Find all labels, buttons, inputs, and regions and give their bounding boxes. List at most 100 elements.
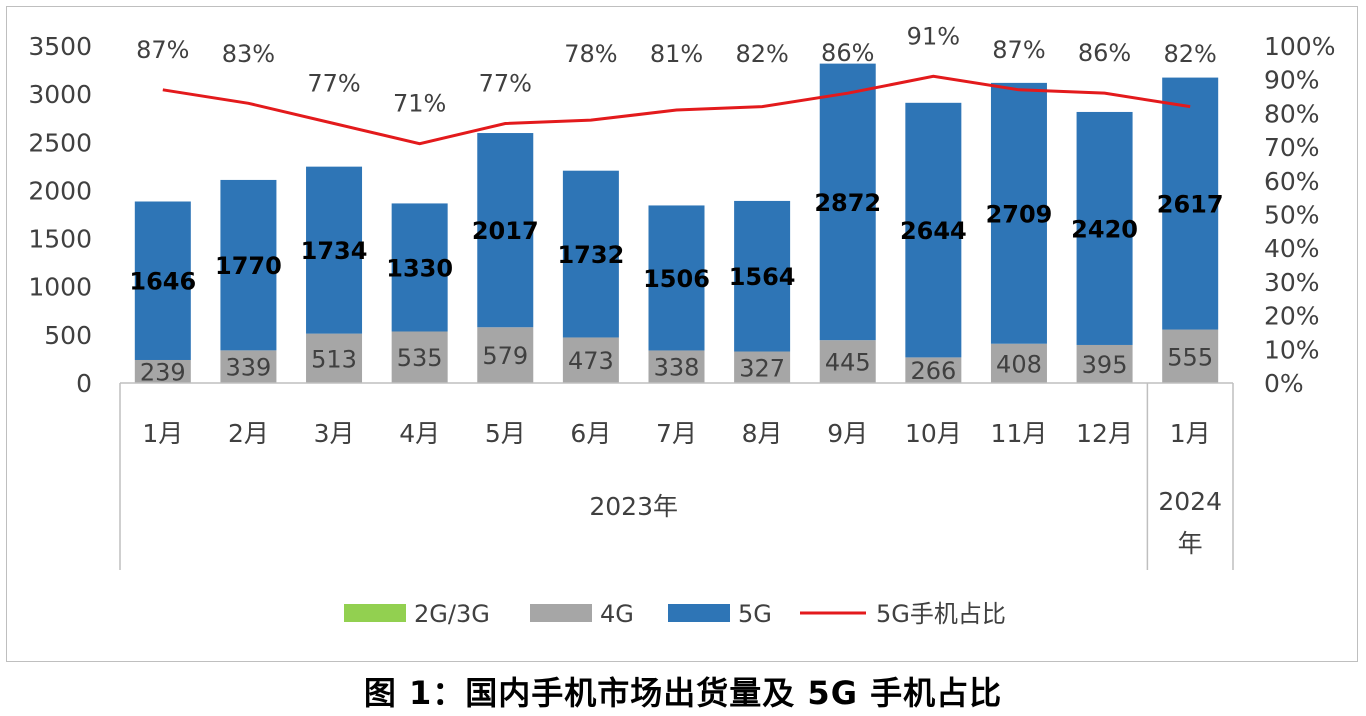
- right-axis-tick-label: 100%: [1264, 32, 1335, 61]
- right-axis-tick-label: 50%: [1264, 201, 1320, 230]
- bar-labels: 239 1646 339 1770 513 1734 535 1330 579 2017 473 17…: [129, 189, 1223, 387]
- category-label: 9月: [827, 419, 868, 448]
- bar-5g: [134, 201, 191, 360]
- left-axis-tick-label: 2000: [28, 176, 92, 205]
- data-label-5g-share: 81%: [650, 40, 703, 68]
- data-label-5g: 1770: [215, 252, 282, 280]
- bar-4g: [905, 357, 962, 383]
- group-label: 2024 年: [1158, 487, 1222, 558]
- chart-frame: [6, 6, 1358, 662]
- data-label-5g: 1564: [729, 263, 796, 291]
- data-label-4g: 579: [482, 342, 528, 370]
- bar-5g: [1076, 111, 1133, 345]
- data-label-5g-share: 71%: [393, 90, 446, 118]
- bars: [134, 63, 1219, 383]
- data-label-5g-share: 77%: [479, 70, 532, 98]
- data-label-5g-share: 82%: [735, 40, 788, 68]
- left-axis-tick-label: 1500: [28, 225, 92, 254]
- data-label-4g: 327: [739, 354, 785, 382]
- category-axis: 2023年 2024 年 1月 2月 3月 4月 5月 6月 7月 8月 9月 10月 11月 12月 1月: [119, 382, 1234, 570]
- data-label-5g: 1646: [129, 268, 196, 296]
- left-axis-tick-label: 500: [44, 321, 92, 350]
- category-label: 4月: [399, 419, 440, 448]
- bar-4g: [734, 351, 791, 383]
- line-5g-share: [162, 74, 1191, 146]
- data-label-5g: 2872: [814, 189, 881, 217]
- data-label-5g-share: 86%: [821, 39, 874, 67]
- bar-4g: [477, 327, 534, 383]
- category-label: 2月: [228, 419, 269, 448]
- bar-5g: [905, 102, 962, 358]
- legend-label: 5G: [738, 600, 772, 628]
- legend-swatch: [668, 604, 730, 622]
- data-label-5g: 1734: [301, 237, 368, 265]
- data-label-5g-share: 82%: [1164, 40, 1217, 68]
- left-axis-tick-label: 3000: [28, 80, 92, 109]
- bar-5g: [734, 200, 791, 352]
- right-axis-tick-label: 80%: [1264, 99, 1320, 128]
- left-axis-tick-label: 0: [76, 369, 92, 398]
- data-label-5g: 2617: [1157, 191, 1224, 219]
- bar-5g: [990, 82, 1047, 344]
- right-axis-tick-label: 30%: [1264, 268, 1320, 297]
- right-axis-tick-label: 90%: [1264, 66, 1320, 95]
- data-label-5g-share: 87%: [992, 36, 1045, 64]
- right-axis-tick-label: 20%: [1264, 302, 1320, 331]
- data-label-4g: 408: [996, 350, 1042, 378]
- bar-5g: [819, 63, 876, 341]
- data-label-5g-share: 78%: [564, 40, 617, 68]
- bar-4g: [990, 343, 1047, 383]
- bar-4g: [648, 350, 705, 383]
- bar-4g: [306, 333, 363, 383]
- data-label-4g: 445: [825, 349, 871, 377]
- data-label-5g-share: 86%: [1078, 39, 1131, 67]
- data-label-5g-share: 87%: [136, 36, 189, 64]
- bar-4g: [562, 337, 619, 383]
- right-axis: 0% 10% 20% 30% 40% 50% 60% 70% 80% 90% 100%: [1264, 32, 1335, 398]
- data-label-5g: 1506: [643, 265, 710, 293]
- category-label: 6月: [570, 419, 611, 448]
- category-label: 5月: [485, 419, 526, 448]
- category-label: 1月: [1170, 419, 1211, 448]
- legend-swatch: [530, 604, 592, 622]
- bar-5g: [1162, 77, 1219, 330]
- data-label-5g: 2017: [472, 217, 539, 245]
- data-label-4g: 239: [140, 358, 186, 386]
- bar-5g: [562, 170, 619, 338]
- legend: 2G/3G 4G 5G 5G手机占比: [344, 600, 1006, 628]
- data-label-4g: 535: [397, 344, 443, 372]
- chart-area: 0 500 1000 1500 2000 2500 3000 3500 0% 10% 20% 30%…: [28, 22, 1335, 628]
- data-label-4g: 555: [1167, 343, 1213, 371]
- left-axis-tick-label: 1000: [28, 273, 92, 302]
- category-label: 7月: [656, 419, 697, 448]
- bar-4g: [134, 359, 191, 383]
- category-label: 1月: [142, 419, 183, 448]
- bar-5g: [477, 133, 534, 328]
- pct-line: 87% 83% 77% 71% 77% 78% 81% 82% 86% 91% 87% 86% 82%: [136, 22, 1217, 146]
- data-label-5g-share: 77%: [307, 70, 360, 98]
- data-label-4g: 395: [1082, 351, 1128, 379]
- bar-5g: [391, 203, 448, 332]
- legend-label: 5G手机占比: [876, 600, 1006, 628]
- figure-caption: 图 1：国内手机市场出货量及 5G 手机占比: [363, 674, 1003, 712]
- group-label: 2023年: [589, 492, 678, 521]
- data-label-5g-share: 83%: [222, 40, 275, 68]
- left-axis: 0 500 1000 1500 2000 2500 3000 3500: [28, 32, 92, 398]
- left-axis-tick-label: 3500: [28, 32, 92, 61]
- right-axis-tick-label: 10%: [1264, 335, 1320, 364]
- right-axis-tick-label: 40%: [1264, 234, 1320, 263]
- data-label-5g: 1330: [386, 254, 453, 282]
- bar-4g: [1076, 344, 1133, 383]
- bar-5g: [648, 205, 705, 351]
- bar-4g: [220, 350, 277, 383]
- bar-5g: [306, 166, 363, 334]
- data-label-5g: 1732: [557, 241, 624, 269]
- bar-4g: [391, 331, 448, 383]
- category-label: 8月: [742, 419, 783, 448]
- data-label-5g-share: 91%: [907, 22, 960, 50]
- bar-5g: [220, 179, 277, 351]
- category-label: 12月: [1076, 419, 1133, 448]
- data-label-5g: 2709: [986, 200, 1053, 228]
- category-label: 3月: [314, 419, 355, 448]
- category-label: 10月: [905, 419, 962, 448]
